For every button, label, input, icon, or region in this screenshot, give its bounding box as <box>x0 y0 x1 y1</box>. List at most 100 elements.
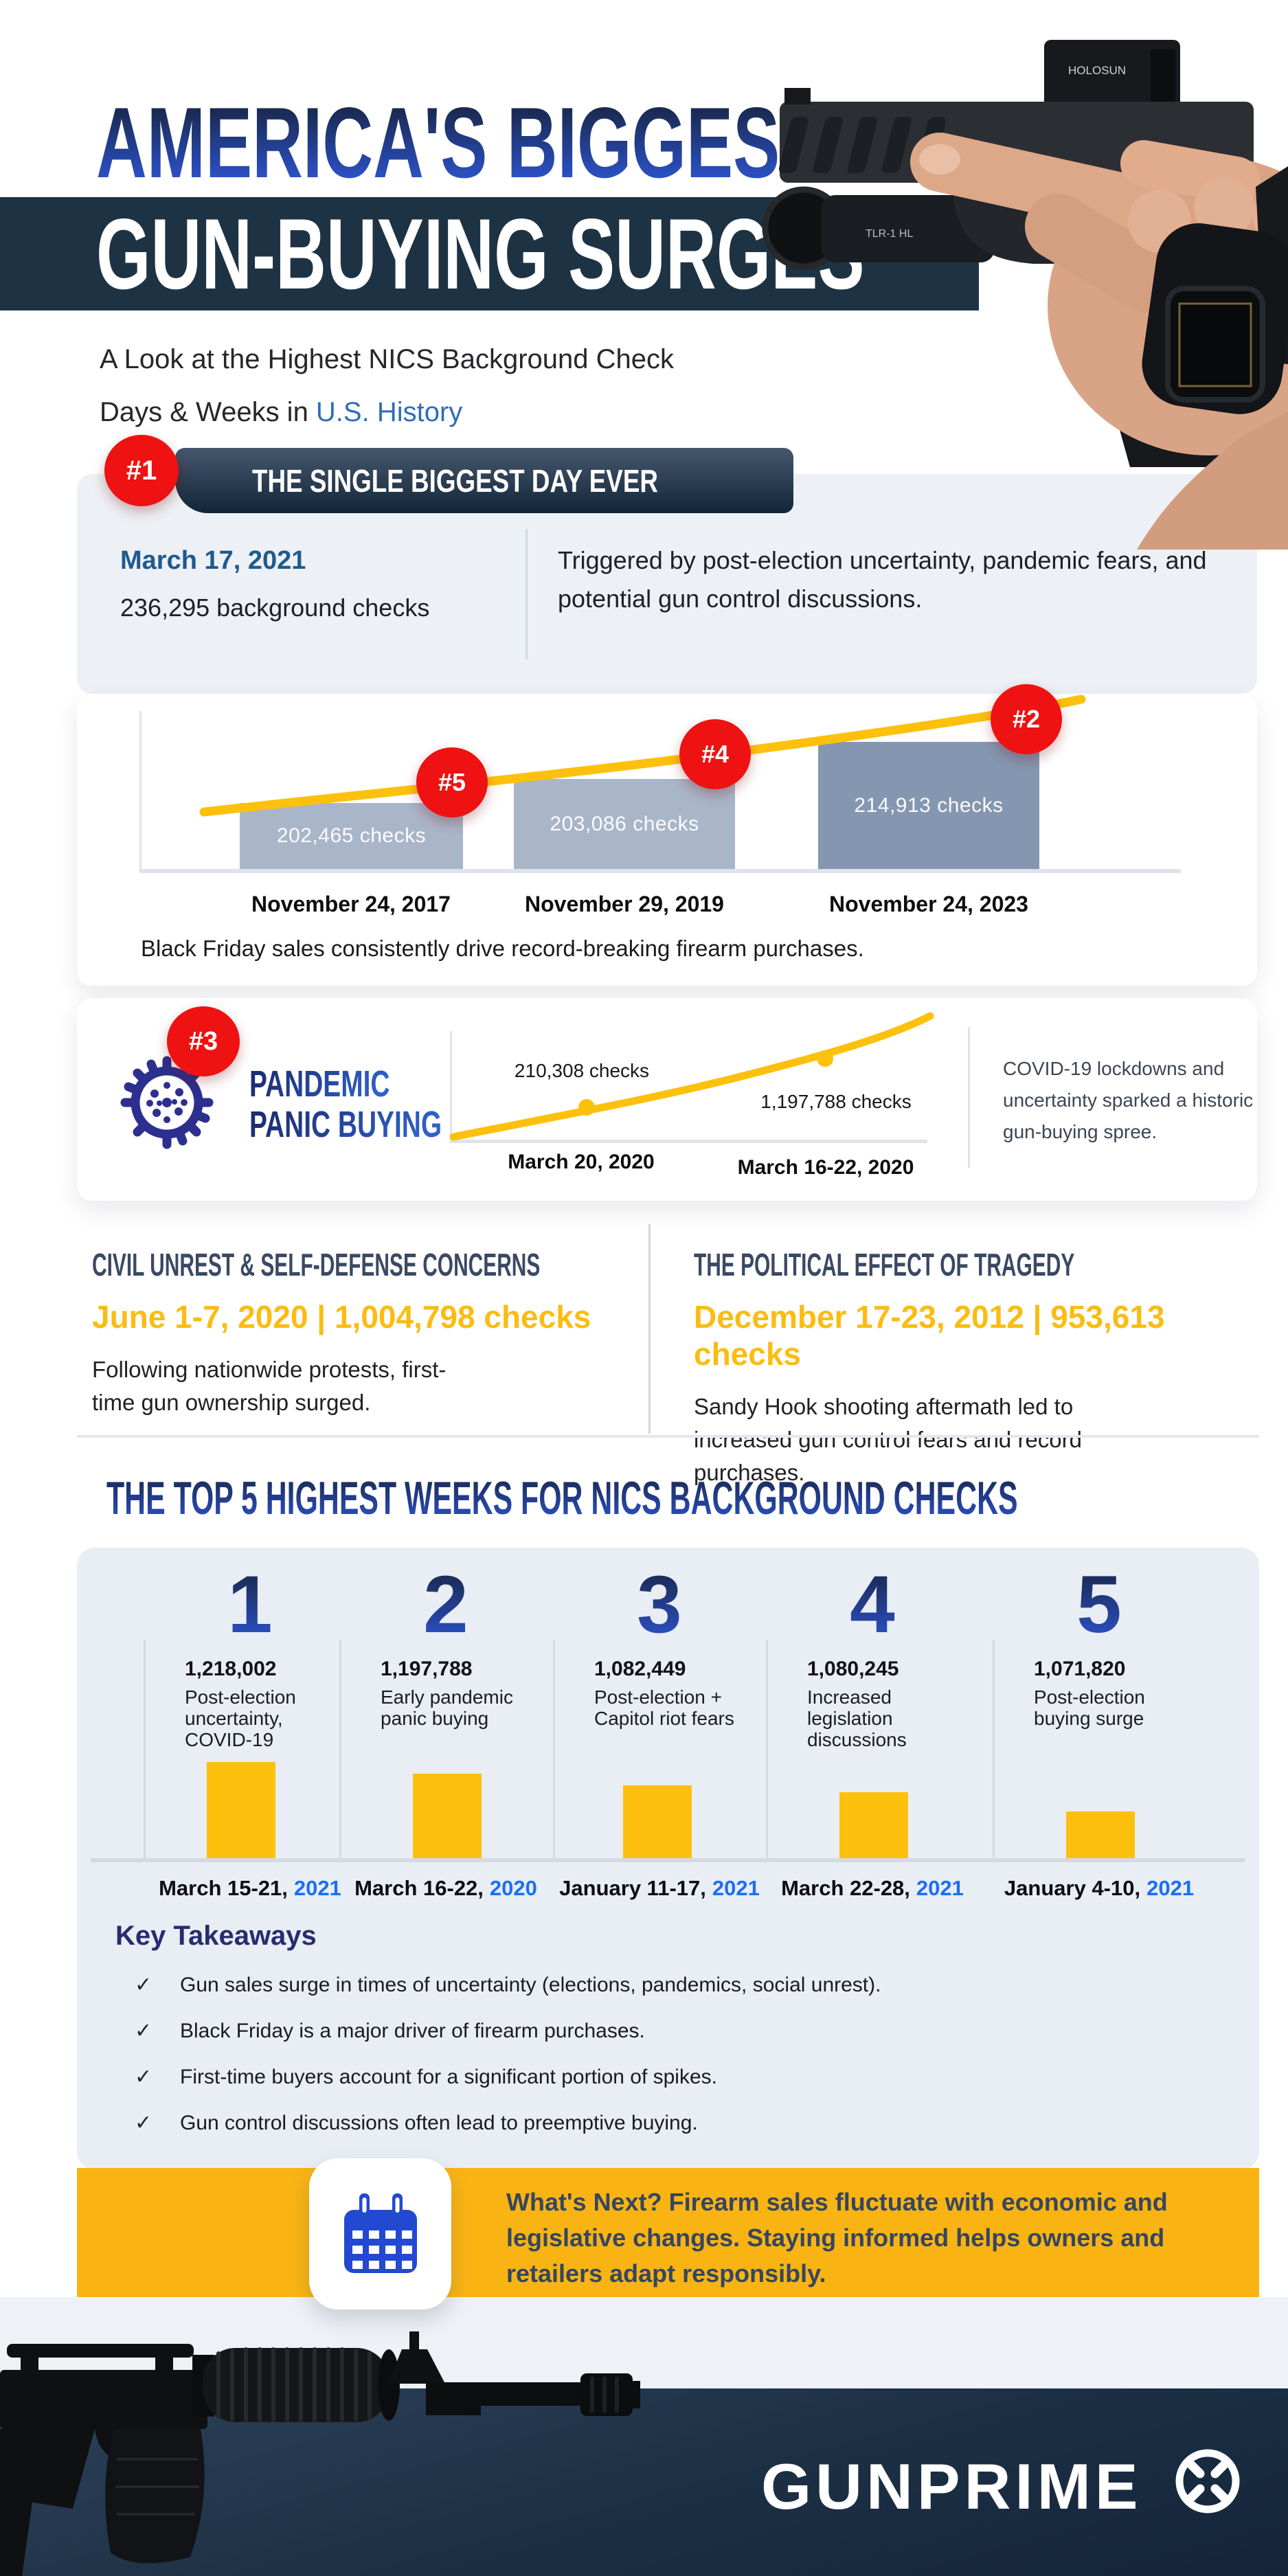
top5-value-2: 1,197,788 <box>381 1658 473 1680</box>
bf-bar-2019: 203,086 checks <box>514 779 735 869</box>
whats-next-banner <box>77 2168 1259 2297</box>
top5-column-1: 1 1,218,002 Post-election uncertainty, C… <box>144 1548 357 2169</box>
footer-navy-band <box>0 2388 1288 2576</box>
events-bottom-rule <box>77 1435 1259 1438</box>
t5-line-5 <box>993 1640 995 1858</box>
top5-title: THE TOP 5 HIGHEST WEEKS FOR NICS BACKGRO… <box>106 1471 1288 1525</box>
top5-year-3: 2021 <box>712 1876 760 1900</box>
event-tragedy-heading: THE POLITICAL EFFECT OF TRAGEDY <box>694 1247 1075 1283</box>
top5-year-5: 2021 <box>1146 1876 1195 1900</box>
rank-3-badge-text: #3 <box>188 1026 218 1056</box>
t5-line-1 <box>144 1640 146 1858</box>
event-civil-unrest-stat: June 1-7, 2020 | 1,004,798 checks <box>92 1299 591 1335</box>
bf-bar-2019-label: 203,086 checks <box>550 812 699 835</box>
brand-wordmark: GUNPRIME <box>761 2450 1142 2522</box>
top5-rank-4: 4 <box>766 1564 979 1645</box>
pandemic-title-line2: PANIC BUYING <box>249 1104 442 1145</box>
top5-date-4: March 22-28, 2021 <box>781 1876 964 1900</box>
rank-1-badge-text: #1 <box>126 455 157 486</box>
light-brand-label: TLR-1 HL <box>866 228 913 240</box>
top5-year-1: 2021 <box>293 1876 341 1900</box>
top5-column-4: 4 1,080,245 Increased legislation discus… <box>766 1548 979 2169</box>
pd-description: COVID-19 lockdowns and uncertainty spark… <box>1003 1058 1254 1142</box>
pd-curve <box>449 1012 934 1141</box>
top5-date-3: January 11-17, 2021 <box>559 1876 760 1900</box>
rifle-photo-illustration <box>0 2331 640 2576</box>
main-title-line1-text: AMERICA'S BIGGEST <box>96 87 823 199</box>
subtitle: A Look at the Highest NICS Background Ch… <box>100 333 674 439</box>
event-tragedy-stat: December 17-23, 2012 | 953,613 checks <box>694 1299 1165 1372</box>
pd-point2-label: 1,197,788 checks <box>760 1091 912 1112</box>
top5-rank-2: 2 <box>339 1564 552 1645</box>
rank-5-badge-text: #5 <box>438 768 466 796</box>
top5-desc-4: Increased legislation discussions <box>807 1686 907 1750</box>
check-icon: ✓ <box>135 2066 152 2088</box>
virus-icon <box>120 1056 214 1149</box>
pd-point-1 <box>578 1099 595 1116</box>
t5-line-4 <box>766 1640 768 1858</box>
top5-rank-1: 1 <box>144 1564 357 1645</box>
bf-date-2023: November 24, 2023 <box>829 892 1028 916</box>
single-day-header-bar: THE SINGLE BIGGEST DAY EVER <box>175 448 793 513</box>
black-friday-card: 202,465 checks 203,086 checks 214,913 ch… <box>77 684 1257 986</box>
bf-x-axis <box>139 869 1181 873</box>
main-title-line2: GUN-BUYING SURGES <box>96 198 1194 310</box>
event-tragedy-description: Sandy Hook shooting aftermath led to inc… <box>694 1394 1082 1485</box>
top5-column-2: 2 1,197,788 Early pandemic panic buying … <box>339 1548 552 2169</box>
t5-line-2 <box>339 1640 341 1858</box>
events-divider <box>648 1224 651 1434</box>
top5-desc-1: Post-election uncertainty, COVID-19 <box>185 1686 296 1750</box>
top5-column-5: 5 1,071,820 Post-election buying surge J… <box>993 1548 1206 2169</box>
rank-2-badge-text: #2 <box>1012 705 1041 733</box>
top5-column-3: 3 1,082,449 Post-election + Capitol riot… <box>553 1548 766 2169</box>
rank-4-badge-text: #4 <box>701 740 730 768</box>
bf-y-axis <box>139 711 142 871</box>
pistol-photo-illustration: HOLOSUN TLR-1 HL <box>762 40 1288 550</box>
top5-date-5: January 4-10, 2021 <box>1004 1876 1195 1900</box>
top5-bar-1 <box>207 1762 275 1858</box>
top5-value-4: 1,080,245 <box>807 1658 899 1680</box>
event-tragedy: THE POLITICAL EFFECT OF TRAGEDY December… <box>694 1246 1257 1489</box>
pd-point2-date: March 16-22, 2020 <box>737 1156 914 1179</box>
takeaway-item-2: ✓ Black Friday is a major driver of firea… <box>135 2020 645 2042</box>
pd-divider <box>968 1027 970 1168</box>
bf-bar-2017-label: 202,465 checks <box>276 824 427 847</box>
single-day-header-text: THE SINGLE BIGGEST DAY EVER <box>252 462 658 499</box>
top5-value-3: 1,082,449 <box>594 1658 686 1680</box>
takeaway-item-3: ✓ First-time buyers account for a signifi… <box>135 2066 717 2088</box>
bf-caption: Black Friday sales consistently drive re… <box>141 936 864 961</box>
subtitle-line2: Days & Weeks in U.S. History <box>100 386 674 439</box>
top5-rank-3: 3 <box>553 1564 766 1645</box>
bf-bar-2017: 202,465 checks <box>240 803 463 869</box>
brand-reticle-icon <box>1175 2449 1240 2513</box>
top5-year-2: 2020 <box>489 1876 537 1900</box>
top5-desc-2: Early pandemic panic buying <box>381 1686 513 1729</box>
top5-card: 1 1,218,002 Post-election uncertainty, C… <box>77 1548 1259 2169</box>
pd-point1-label: 210,308 checks <box>514 1060 650 1081</box>
top5-rank-5: 5 <box>993 1564 1206 1645</box>
main-title-line1: AMERICA'S BIGGEST <box>96 87 1134 199</box>
single-day-stat: 236,295 background checks <box>120 594 430 622</box>
pandemic-card: #3 PANDEMIC PANIC BUYING 210,308 checks … <box>77 998 1257 1201</box>
main-title-line2-text: GUN-BUYING SURGES <box>96 198 865 310</box>
single-day-description: Triggered by post-election uncertainty, … <box>558 546 1207 613</box>
takeaway-item-4: ✓ Gun control discussions often lead to p… <box>135 2112 698 2134</box>
subtitle-line2-highlight: U.S. History <box>315 397 463 427</box>
top5-bar-3 <box>623 1785 692 1858</box>
rank-3-badge: #3 <box>167 1006 240 1076</box>
subtitle-line2-prefix: Days & Weeks in <box>100 397 316 427</box>
event-civil-unrest-description: Following nationwide protests, first-tim… <box>92 1357 447 1415</box>
top5-value-1: 1,218,002 <box>185 1658 277 1680</box>
pandemic-title-line1: PANDEMIC <box>249 1063 390 1105</box>
pandemic-title: PANDEMIC PANIC BUYING <box>249 1064 517 1145</box>
top5-bar-2 <box>413 1774 482 1858</box>
top5-baseline <box>91 1858 1245 1862</box>
single-day-divider <box>526 529 528 659</box>
event-civil-unrest: CIVIL UNREST & SELF-DEFENSE CONCERNS Jun… <box>92 1246 628 1419</box>
rank-4-badge: #4 <box>679 719 751 789</box>
whats-next-text: What's Next? Firearm sales fluctuate wit… <box>506 2188 1168 2287</box>
brand-logo: GUNPRIME <box>761 2450 1142 2524</box>
subtitle-line1: A Look at the Highest NICS Background Ch… <box>100 344 675 374</box>
check-icon: ✓ <box>135 1974 152 1996</box>
